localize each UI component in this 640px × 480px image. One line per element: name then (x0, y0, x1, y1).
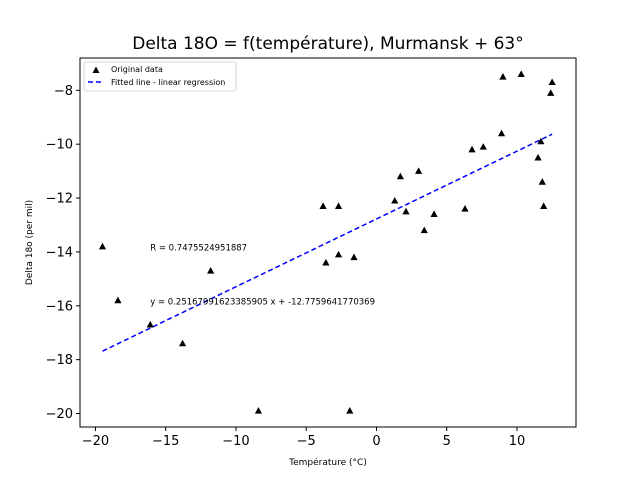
annotation-text: R = 0.7475524951887 (150, 244, 247, 254)
data-point (350, 253, 358, 261)
y-tick-label: −14 (46, 245, 73, 260)
data-point (538, 178, 546, 185)
x-tick-label: −15 (152, 434, 179, 449)
x-tick-label: 5 (443, 434, 451, 449)
data-point (178, 339, 187, 347)
legend-entry-fitted-line: Fitted line - linear regression (111, 78, 225, 87)
data-point (98, 242, 107, 250)
y-tick-label: −16 (46, 299, 73, 314)
x-tick-label: −10 (222, 434, 249, 449)
x-tick-label: −5 (297, 434, 316, 449)
data-point (499, 73, 507, 80)
annotation-text: y = 0.25167991623385905 x + -12.77596417… (150, 297, 375, 307)
y-tick-label: −20 (46, 407, 73, 422)
data-point (537, 137, 545, 145)
data-point (391, 196, 399, 204)
x-tick-label: 10 (509, 434, 526, 449)
legend-box (83, 61, 237, 92)
data-point (402, 207, 410, 215)
legend-entry-original-data: Original data (111, 65, 163, 74)
data-point (420, 226, 428, 234)
regression-line (102, 133, 553, 352)
data-point (322, 258, 330, 266)
data-point (319, 202, 327, 209)
axes-frame (79, 57, 577, 428)
y-axis-label: Delta 18o (per mil) (25, 200, 35, 285)
x-axis-label: Température (°C) (288, 457, 367, 468)
data-point (334, 202, 343, 209)
legend: Original data Fitted line - linear regre… (83, 61, 237, 92)
data-point (497, 129, 506, 137)
data-point (517, 70, 525, 77)
y-tick-label: −10 (46, 138, 73, 153)
data-point (146, 320, 154, 328)
y-tick-label: −18 (46, 353, 73, 368)
data-point (254, 407, 263, 414)
x-tick-label: −20 (82, 434, 109, 449)
data-point (207, 266, 215, 274)
data-point (396, 172, 404, 180)
y-tick-label: −8 (54, 84, 73, 99)
data-point (468, 145, 476, 153)
legend-marker-triangle-icon (92, 66, 100, 73)
data-point (114, 296, 122, 304)
data-point (540, 202, 548, 209)
data-point (334, 250, 343, 258)
x-tick-label: 0 (372, 434, 380, 449)
plot-area: R = 0.7475524951887 y = 0.251679916233859… (98, 70, 556, 414)
chart-title: Delta 18O = f(température), Murmansk + 6… (132, 34, 524, 54)
data-point (430, 210, 438, 218)
data-point (479, 143, 487, 150)
data-point (415, 167, 423, 174)
data-point (547, 89, 555, 96)
data-point (346, 407, 354, 414)
data-point (548, 78, 556, 86)
data-point (461, 205, 469, 212)
data-point (534, 153, 542, 161)
y-tick-label: −12 (46, 192, 73, 207)
